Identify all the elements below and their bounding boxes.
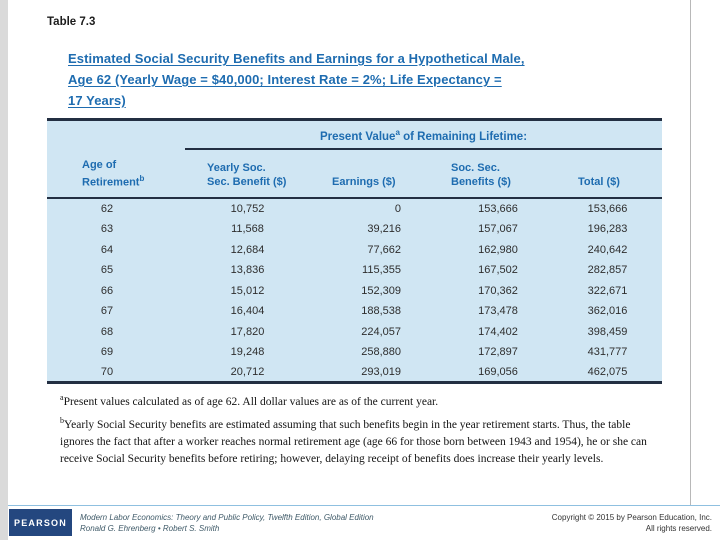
footer-copyright-line-2: All rights reserved.	[645, 524, 712, 533]
table-cell: 66	[100, 284, 114, 297]
table-cell: 431,777	[587, 346, 628, 359]
footer-copyright: Copyright © 2015 by Pearson Education, I…	[552, 512, 712, 534]
table-cell: 167,502	[478, 264, 518, 277]
footnote-b-text: Yearly Social Security benefits are esti…	[60, 419, 647, 465]
table-cell: 17,820	[230, 325, 265, 338]
footer-book-info: Modern Labor Economics: Theory and Publi…	[80, 512, 374, 534]
table-cell: 170,362	[478, 284, 518, 297]
table-cell: 77,662	[367, 243, 401, 256]
table-cell: 240,642	[587, 243, 628, 256]
span-header-prefix: Present Value	[320, 130, 396, 143]
table-cell: 224,057	[361, 325, 401, 338]
table-cell: 174,402	[478, 325, 518, 338]
table-cell: 0	[394, 203, 401, 216]
table-cell: 69	[100, 346, 114, 359]
table-row: 69 19,248 258,880 172,897 431,777	[47, 342, 662, 363]
table-cell: 153,666	[478, 203, 518, 216]
table-cell: 10,752	[230, 203, 265, 216]
table-cell: 68	[100, 325, 114, 338]
table-title-line-3: 17 Years)	[68, 93, 126, 108]
table-row: 66 15,012 152,309 170,362 322,671	[47, 280, 662, 301]
table-cell: 12,684	[230, 243, 265, 256]
table-cell: 162,980	[478, 243, 518, 256]
table-cell: 293,019	[361, 365, 401, 378]
table-row: 65 13,836 115,355 167,502 282,857	[47, 260, 662, 281]
slide-right-border	[690, 0, 691, 506]
table-cell: 67	[100, 305, 114, 318]
table-cell: 19,248	[230, 346, 265, 359]
column-header: Total ($)	[553, 148, 663, 200]
table-column-header-row: Age of Retirementb Yearly Soc. Sec. Benefit…	[47, 148, 663, 200]
table-cell: 169,056	[478, 365, 518, 378]
table-cell: 172,897	[478, 346, 518, 359]
column-header: Soc. Sec. Benefits ($)	[425, 148, 553, 200]
table-title-line-2: Age 62 (Yearly Wage = $40,000; Interest …	[68, 72, 502, 87]
data-table-container: Present Valuea of Remaining Lifetime: Ag…	[47, 118, 663, 385]
table-cell: 173,478	[478, 305, 518, 318]
table-span-header-row: Present Valuea of Remaining Lifetime:	[47, 119, 663, 150]
slide-left-edge	[0, 0, 8, 540]
pearson-logo: PEARSON	[9, 509, 72, 536]
table-cell: 196,283	[587, 223, 628, 236]
table-cell: 398,459	[587, 325, 628, 338]
data-table: Present Valuea of Remaining Lifetime: Ag…	[47, 118, 663, 385]
table-cell: 462,075	[587, 365, 628, 378]
footnote-a: aPresent values calculated as of age 62.…	[60, 394, 666, 411]
footnotes: aPresent values calculated as of age 62.…	[60, 394, 666, 474]
table-cell: 258,880	[361, 346, 401, 359]
table-cell: 282,857	[587, 264, 628, 277]
table-cell: 188,538	[361, 305, 401, 318]
span-header-superscript: a	[395, 128, 400, 137]
footnote-b-marker: b	[60, 416, 64, 426]
table-row: 63 11,568 39,216 157,067 196,283	[47, 219, 662, 240]
table-cell: 63	[100, 223, 114, 236]
table-row: 70 20,712 293,019 169,056 462,075	[47, 362, 662, 383]
table-title-line-1: Estimated Social Security Benefits and E…	[68, 51, 525, 66]
table-cell: 70	[100, 365, 114, 378]
table-title: Estimated Social Security Benefits and E…	[68, 48, 525, 111]
table-cell: 64	[100, 243, 114, 256]
table-cell: 39,216	[367, 223, 401, 236]
footer-copyright-line-1: Copyright © 2015 by Pearson Education, I…	[551, 513, 712, 522]
column-header: Yearly Soc. Sec. Benefit ($)	[185, 148, 310, 200]
footnote-b: bYearly Social Security benefits are est…	[60, 417, 666, 468]
table-span-header: Present Valuea of Remaining Lifetime:	[185, 119, 663, 150]
footer-authors: Ronald G. Ehrenberg • Robert S. Smith	[80, 524, 220, 533]
table-cell: 152,309	[361, 284, 401, 297]
table-cell: 153,666	[587, 203, 628, 216]
table-row: 62 10,752 0 153,666 153,666	[47, 198, 662, 219]
span-header-suffix: of Remaining Lifetime:	[399, 130, 528, 143]
table-cell: 322,671	[587, 284, 628, 297]
table-cell: 11,568	[231, 223, 264, 236]
table-span-header-spacer	[47, 120, 185, 149]
footer-separator	[8, 505, 720, 506]
column-header: Age of Retirementb	[47, 148, 185, 200]
table-cell: 16,404	[230, 305, 265, 318]
table-body: 62 10,752 0 153,666 153,666 63 11,568 39,216 157…	[47, 198, 662, 383]
table-row: 67 16,404 188,538 173,478 362,016	[47, 301, 662, 322]
table-cell: 362,016	[587, 305, 628, 318]
table-cell: 13,836	[230, 264, 265, 277]
column-header-superscript: b	[139, 173, 145, 183]
column-header: Earnings ($)	[310, 148, 425, 200]
table-cell: 65	[100, 264, 114, 277]
table-cell: 115,355	[362, 264, 401, 277]
footnote-a-marker: a	[60, 393, 64, 403]
table-row: 68 17,820 224,057 174,402 398,459	[47, 321, 662, 342]
table-cell: 20,712	[230, 365, 265, 378]
table-cell: 62	[100, 203, 114, 216]
table-label: Table 7.3	[47, 16, 96, 28]
footnote-a-text: Present values calculated as of age 62. …	[63, 396, 439, 408]
footer-book-title: Modern Labor Economics: Theory and Publi…	[80, 513, 374, 522]
table-cell: 15,012	[230, 284, 265, 297]
table-cell: 157,067	[478, 223, 518, 236]
table-row: 64 12,684 77,662 162,980 240,642	[47, 239, 662, 260]
